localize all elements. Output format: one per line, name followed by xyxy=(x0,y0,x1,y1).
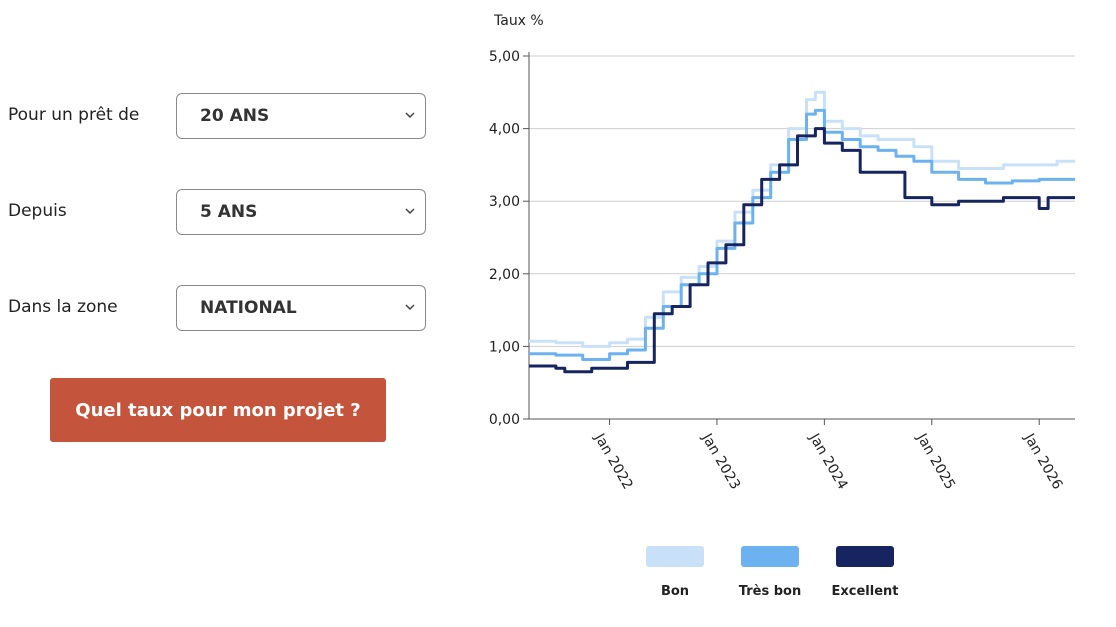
legend-swatch xyxy=(836,546,894,567)
x-tick-label: Jan 2026 xyxy=(1020,430,1065,492)
legend-label: Excellent xyxy=(832,584,899,599)
since-label: Depuis xyxy=(8,201,67,221)
legend-label: Bon xyxy=(661,584,689,599)
project-rate-button[interactable]: Quel taux pour mon projet ? xyxy=(50,378,386,442)
y-tick-label: 0,00 xyxy=(489,412,520,428)
zone-label: Dans la zone xyxy=(8,297,118,317)
legend-swatch xyxy=(646,546,704,567)
series-line-excellent xyxy=(529,127,1075,374)
rate-chart: Taux % 0,00 1,00 2,00 3,00 4,00 5,00 Jan 2022 Ja… xyxy=(489,13,1075,599)
loan-duration-select[interactable]: 20 ANS xyxy=(176,93,426,139)
x-tick-label: Jan 2023 xyxy=(698,430,743,492)
zone-value: NATIONAL xyxy=(200,298,297,318)
series-line-bon xyxy=(529,90,1075,348)
y-tick-label: 1,00 xyxy=(489,339,520,355)
since-select[interactable]: 5 ANS xyxy=(176,189,426,235)
zone-row: Dans la zone NATIONAL xyxy=(8,285,438,333)
chevron-down-icon xyxy=(405,208,415,215)
legend-swatch xyxy=(741,546,799,567)
series-line-tr-s-bon xyxy=(529,108,1075,361)
x-tick-label: Jan 2024 xyxy=(805,430,850,492)
chevron-down-icon xyxy=(405,304,415,311)
since-row: Depuis 5 ANS xyxy=(8,189,438,237)
loan-duration-row: Pour un prêt de 20 ANS xyxy=(8,93,438,141)
loan-duration-value: 20 ANS xyxy=(200,106,270,126)
chevron-down-icon xyxy=(405,112,415,119)
x-tick-label: Jan 2025 xyxy=(913,430,958,492)
y-axis-label: Taux % xyxy=(493,13,544,29)
since-value: 5 ANS xyxy=(200,202,258,222)
loan-duration-label: Pour un prêt de xyxy=(8,105,140,125)
zone-select[interactable]: NATIONAL xyxy=(176,285,426,331)
y-tick-label: 5,00 xyxy=(489,49,520,65)
y-tick-label: 3,00 xyxy=(489,194,520,210)
x-tick-label: Jan 2022 xyxy=(591,430,636,492)
y-tick-label: 2,00 xyxy=(489,267,520,283)
y-tick-label: 4,00 xyxy=(489,122,520,138)
legend-label: Très bon xyxy=(739,584,801,599)
